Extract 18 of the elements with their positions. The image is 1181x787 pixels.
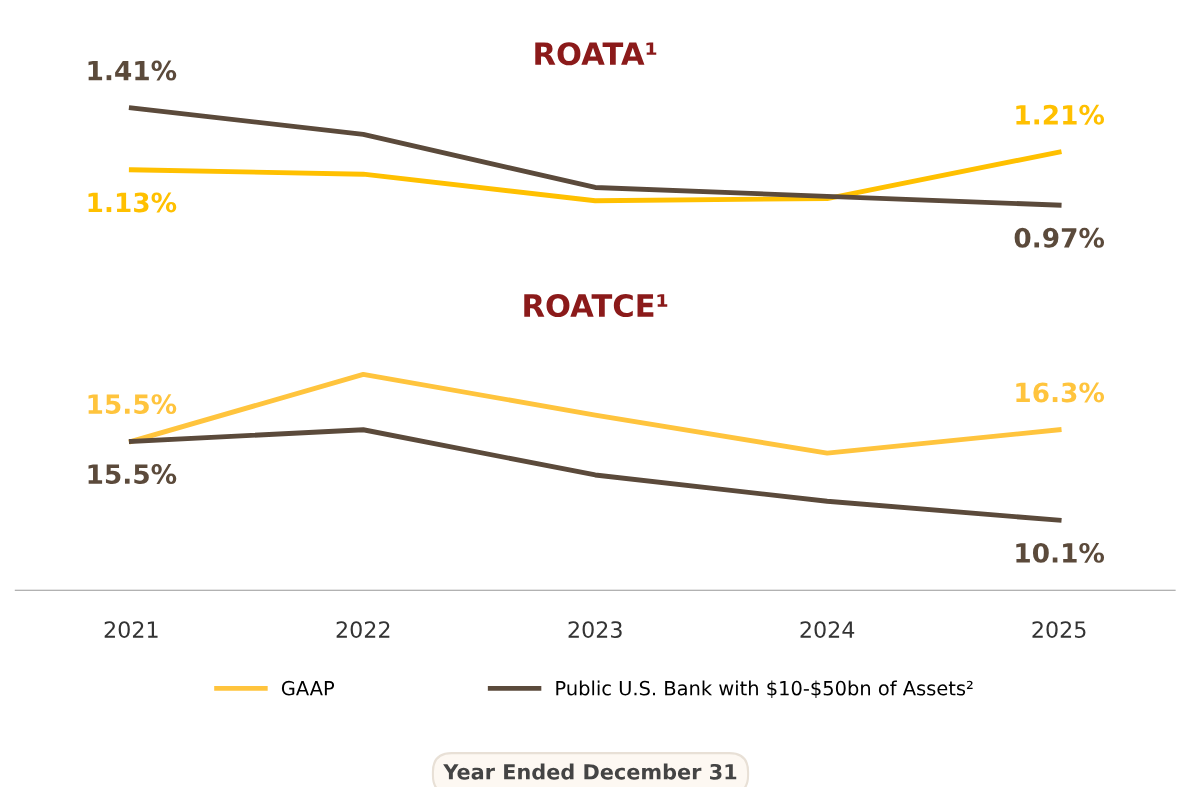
data-label: 1.21%	[1016, 104, 1105, 125]
data-label: 15.5%	[88, 394, 177, 415]
data-label: 15.5%	[88, 464, 177, 485]
x-tick-label: 2025	[1032, 621, 1086, 639]
text: Year Ended December 31	[443, 763, 737, 780]
data-label: 10.1%	[1016, 542, 1105, 563]
x-tick-label: 2024	[800, 621, 855, 639]
data-label: 0.97%	[1014, 227, 1105, 248]
data-label: 1.13%	[88, 192, 177, 213]
x-tick-label: 2023	[568, 621, 622, 639]
legend-label: GAAP	[281, 680, 335, 696]
x-tick-label: 2021	[104, 621, 158, 639]
chart-title: ROATA¹	[535, 42, 657, 66]
data-label: 1.41%	[88, 60, 177, 81]
data-label: 16.3%	[1016, 382, 1105, 403]
x-tick-label: 2022	[336, 621, 390, 639]
chart-title: ROATCE¹	[524, 293, 668, 318]
legend-label: Public U.S. Bank with $10-$50bn of Assets²	[556, 680, 973, 699]
